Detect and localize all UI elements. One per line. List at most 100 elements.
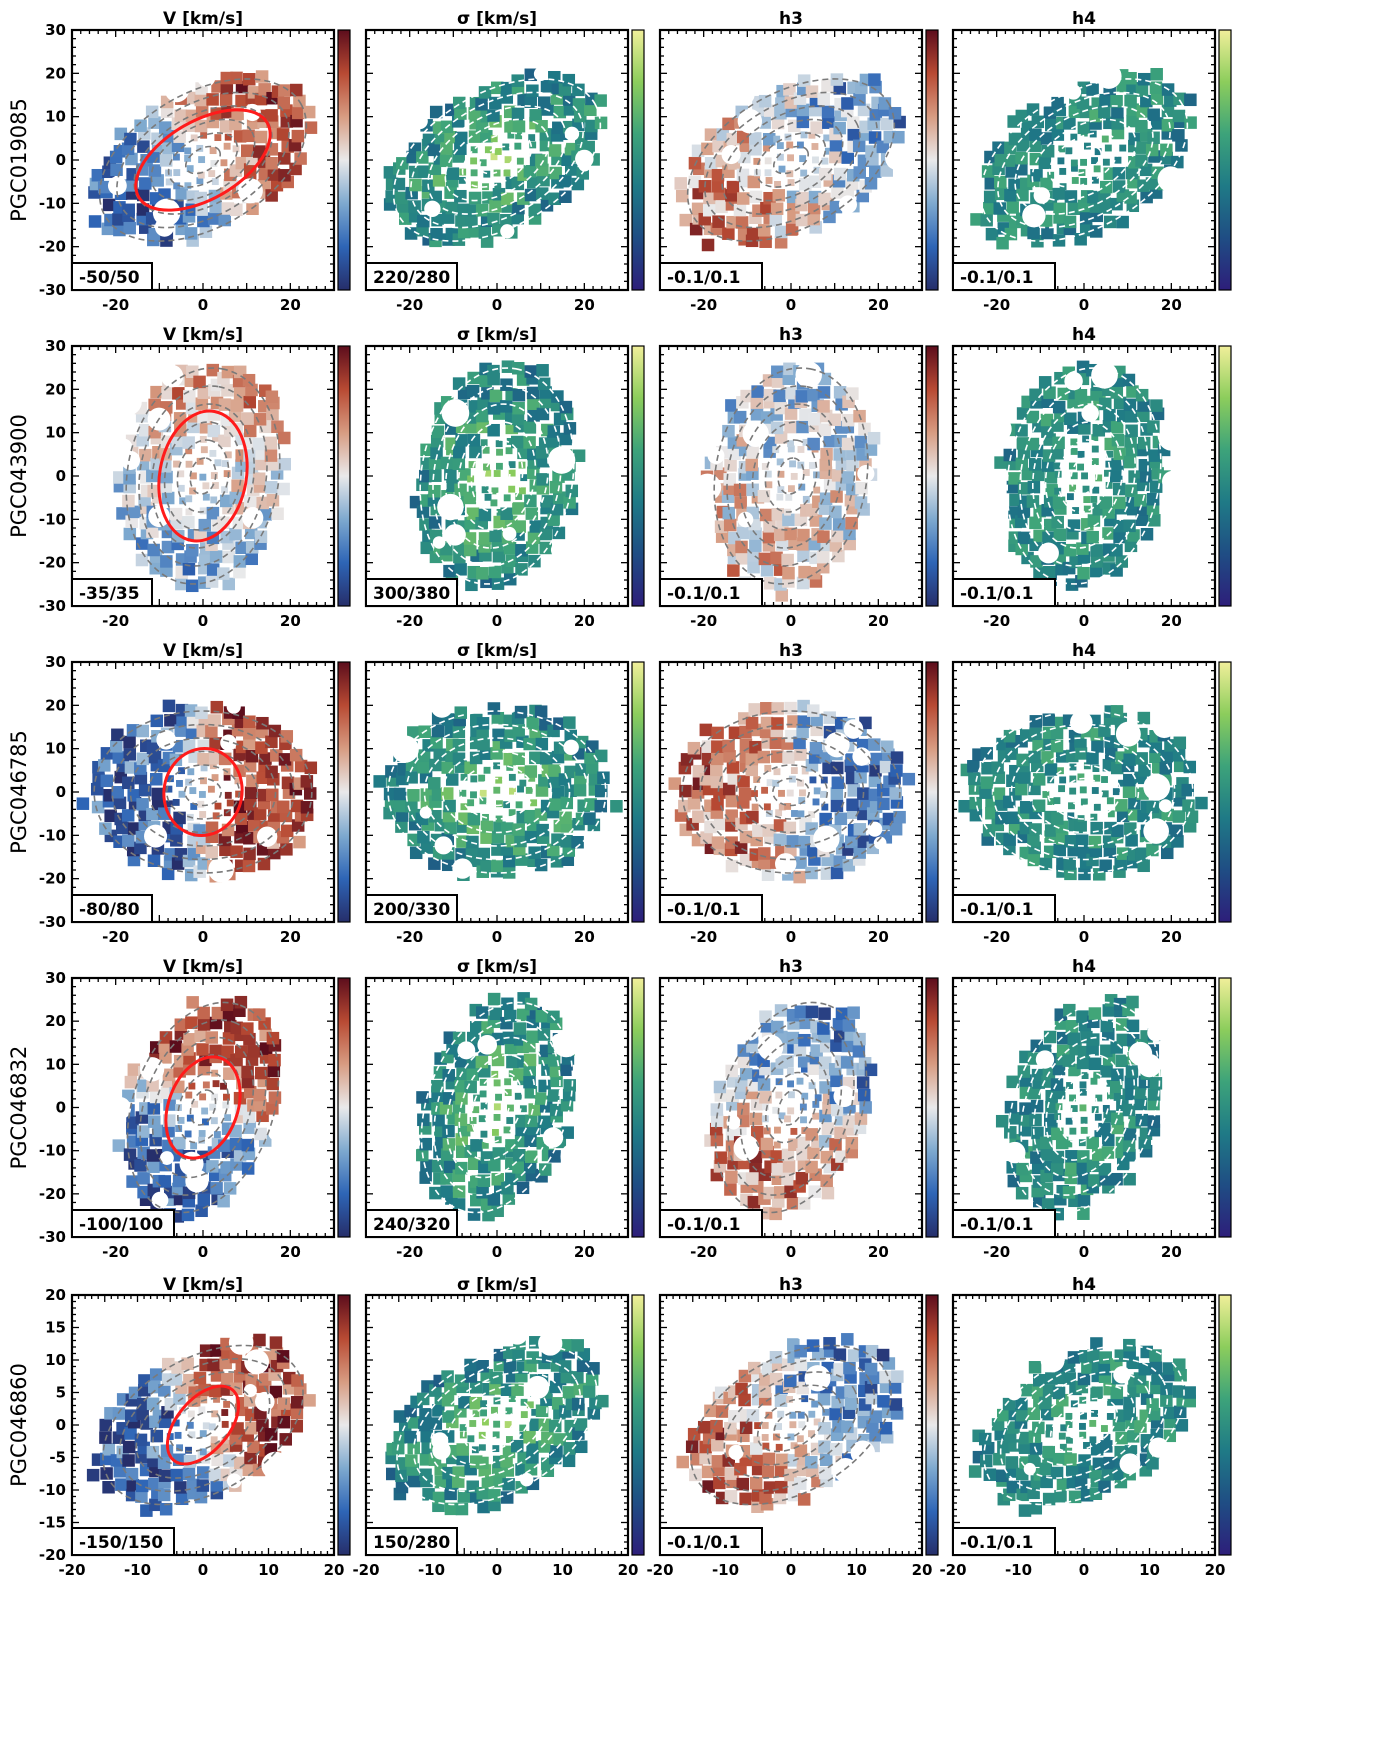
x-tick-label: -20 bbox=[690, 1243, 717, 1261]
y-tick-label: -10 bbox=[39, 1481, 66, 1499]
x-tick-label: 20 bbox=[280, 1243, 301, 1261]
y-tick-label: 0 bbox=[56, 783, 66, 801]
galaxy-name-label: PGC019085 bbox=[7, 98, 31, 222]
x-tick-label: 0 bbox=[786, 928, 796, 946]
y-tick-label: 30 bbox=[45, 653, 66, 671]
kinematic-ellipse bbox=[162, 746, 244, 838]
x-tick-label: 0 bbox=[786, 1561, 796, 1579]
x-tick-label: 0 bbox=[492, 296, 502, 314]
x-tick-label: 0 bbox=[1079, 612, 1089, 630]
isophote-contours bbox=[979, 78, 1189, 242]
x-tick-label: -20 bbox=[690, 612, 717, 630]
y-tick-label: -20 bbox=[39, 554, 66, 572]
panel-title: σ [km/s] bbox=[457, 641, 537, 661]
x-tick-label: 20 bbox=[574, 296, 595, 314]
map-panel-velocity: V [km/s] -20 0 20 -30 -20 -10 0 10 20 30 -100/100 bbox=[39, 957, 351, 1261]
colorbar bbox=[631, 29, 645, 291]
axis-ticks bbox=[71, 1294, 335, 1556]
x-tick-label: -20 bbox=[983, 296, 1010, 314]
x-tick-label: 20 bbox=[1205, 1561, 1226, 1579]
color-range-box bbox=[659, 1527, 763, 1556]
map-panel-h4: h4 -20 0 20 -0.1/0.1 bbox=[951, 325, 1232, 630]
y-tick-label: -15 bbox=[39, 1514, 66, 1532]
x-tick-label: 20 bbox=[1161, 296, 1182, 314]
color-range-label: -0.1/0.1 bbox=[667, 1215, 741, 1235]
map-panel-sigma: σ [km/s] -20 -10 0 10 20 150/280 bbox=[352, 1275, 645, 1579]
x-tick-label: 0 bbox=[198, 928, 208, 946]
x-tick-label: 0 bbox=[786, 1243, 796, 1261]
map-panel-h3: h3 -20 -10 0 10 20 -0.1/0.1 bbox=[646, 1275, 939, 1579]
color-range-box bbox=[365, 1209, 458, 1238]
y-tick-label: -20 bbox=[39, 1185, 66, 1203]
binned-map bbox=[986, 360, 1184, 591]
color-range-box bbox=[71, 262, 153, 291]
map-panel-h3: h3 -20 0 20 -0.1/0.1 bbox=[658, 957, 939, 1261]
color-range-box bbox=[71, 1209, 175, 1238]
map-panel-sigma: σ [km/s] -20 0 20 200/330 bbox=[364, 641, 645, 946]
y-tick-label: 15 bbox=[45, 1319, 66, 1337]
colorbar bbox=[337, 977, 351, 1238]
kinematic-ellipse bbox=[164, 1055, 242, 1160]
panel-title: h3 bbox=[779, 325, 803, 345]
colorbar bbox=[925, 345, 939, 607]
y-tick-label: 0 bbox=[56, 1099, 66, 1117]
x-tick-label: 0 bbox=[786, 296, 796, 314]
x-tick-label: 20 bbox=[280, 612, 301, 630]
map-panel-h4: h4 -20 -10 0 10 20 -0.1/0.1 bbox=[939, 1275, 1232, 1579]
x-tick-label: 0 bbox=[198, 296, 208, 314]
y-tick-label: -20 bbox=[39, 238, 66, 256]
y-tick-label: -30 bbox=[39, 913, 66, 931]
colorbar bbox=[1218, 1294, 1232, 1556]
color-range-label: -150/150 bbox=[79, 1533, 163, 1553]
axis-ticks bbox=[365, 977, 629, 1238]
color-range-label: 240/320 bbox=[373, 1215, 450, 1235]
y-tick-label: 0 bbox=[56, 151, 66, 169]
color-range-box bbox=[659, 894, 763, 923]
binned-map bbox=[406, 992, 588, 1222]
isophote-contours bbox=[690, 1344, 892, 1506]
panel-title: h4 bbox=[1072, 641, 1096, 661]
binned-map bbox=[958, 705, 1208, 881]
x-tick-label: 20 bbox=[574, 1243, 595, 1261]
map-panel-sigma: σ [km/s] -20 0 20 220/280 bbox=[364, 9, 645, 314]
color-range-label: -0.1/0.1 bbox=[960, 584, 1034, 604]
y-tick-label: 20 bbox=[45, 380, 66, 398]
y-tick-label: 30 bbox=[45, 969, 66, 987]
colorbar bbox=[925, 29, 939, 291]
y-tick-label: 0 bbox=[56, 1416, 66, 1434]
panel-title: σ [km/s] bbox=[457, 957, 537, 977]
axis-ticks bbox=[365, 661, 629, 923]
x-tick-label: 20 bbox=[1161, 1243, 1182, 1261]
x-tick-label: 0 bbox=[1079, 296, 1089, 314]
map-panel-h3: h3 -20 0 20 -0.1/0.1 bbox=[658, 641, 939, 946]
colorbar bbox=[337, 661, 351, 923]
color-range-label: 200/330 bbox=[373, 900, 450, 920]
colorbar bbox=[631, 1294, 645, 1556]
panel-title: h3 bbox=[779, 9, 803, 29]
x-tick-label: 0 bbox=[198, 1561, 208, 1579]
y-tick-label: -10 bbox=[39, 1142, 66, 1160]
panel-title: V [km/s] bbox=[163, 957, 243, 977]
map-panel-h3: h3 -20 0 20 -0.1/0.1 bbox=[658, 325, 939, 630]
panel-title: h3 bbox=[779, 957, 803, 977]
map-panel-h4: h4 -20 0 20 -0.1/0.1 bbox=[951, 641, 1232, 946]
y-tick-label: -30 bbox=[39, 1228, 66, 1246]
colorbar bbox=[1218, 977, 1232, 1238]
x-tick-label: -20 bbox=[102, 296, 129, 314]
y-tick-label: -10 bbox=[39, 194, 66, 212]
colorbar bbox=[337, 345, 351, 607]
x-tick-label: -10 bbox=[418, 1561, 445, 1579]
x-tick-label: 20 bbox=[324, 1561, 345, 1579]
map-panel-velocity: V [km/s] -20 0 20 -30 -20 -10 0 10 20 30 -80/80 bbox=[39, 641, 351, 946]
x-tick-label: 0 bbox=[198, 1243, 208, 1261]
color-range-box bbox=[952, 262, 1056, 291]
x-tick-label: -20 bbox=[102, 612, 129, 630]
colorbar bbox=[337, 1294, 351, 1556]
color-range-label: -0.1/0.1 bbox=[960, 268, 1034, 288]
panel-title: V [km/s] bbox=[163, 1275, 243, 1295]
x-tick-label: 20 bbox=[574, 928, 595, 946]
colorbar bbox=[925, 661, 939, 923]
y-tick-label: -20 bbox=[39, 1546, 66, 1564]
row-pgc019085: PGC019085 V [km/s] -20 0 20 -30 -20 -10 0 10 20 30 -… bbox=[7, 9, 1232, 314]
